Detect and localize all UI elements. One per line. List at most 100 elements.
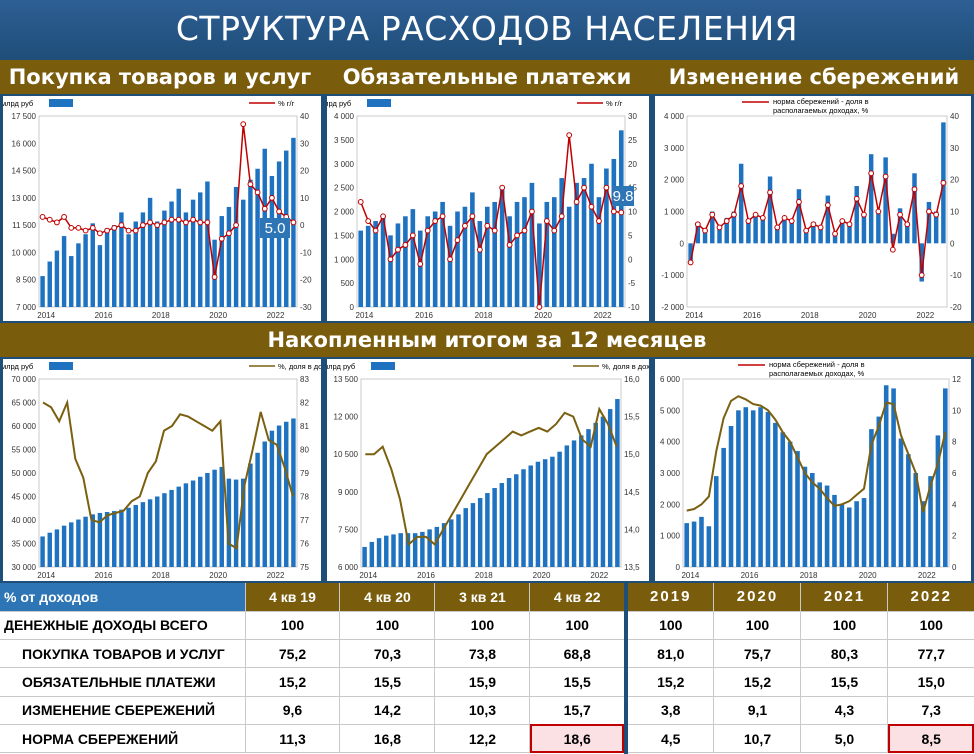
line-point [875,208,882,215]
bar [825,195,831,244]
bar [61,236,67,307]
line-point [82,227,89,234]
bar [738,163,744,244]
bar [713,476,719,567]
bar [248,463,253,567]
bar [789,221,794,244]
line-point [832,230,838,237]
bar [455,211,460,307]
bar [425,216,431,307]
bar [765,411,771,567]
table-cell: 9,6 [244,696,340,725]
line-point [402,242,409,248]
bar [133,221,138,307]
line-point [147,219,153,226]
line-point [261,205,268,212]
bar [499,187,505,307]
bar [83,234,88,307]
bar [388,235,393,307]
bar [684,523,689,567]
bar [434,526,440,567]
y2-tick-label: 4 [952,500,957,509]
x-tick-label: 2014 [359,571,377,580]
legend-label-bars: млрд руб [327,99,351,108]
line-point [111,224,118,231]
table-cell: 100 [434,611,530,641]
bar [499,483,505,567]
x-tick-label: 2022 [267,311,285,320]
bar [462,206,468,307]
x-tick-label: 2020 [209,311,227,320]
y2-tick-label: -20 [300,276,312,285]
y2-tick-label: 2 [952,532,957,541]
chart-savings-12m: норма сбережений - доля в располагаемых д… [655,359,971,581]
bar [883,385,889,567]
table-header-cell: 2021 [800,583,888,612]
bar [607,409,613,567]
table-cell: 15,2 [244,667,340,697]
y2-tick-label: 15,5 [624,413,640,422]
bar [529,182,535,307]
line-point [529,208,535,215]
chart-payments-12m: млрд руб %, доля в доходах 6 000 7 500 9 000… [327,359,649,581]
line-point [387,256,394,263]
y-tick-label: 70 000 [12,375,37,384]
table-header-cell: 4 кв 19 [244,583,340,612]
line-point [759,214,766,221]
y2-tick-label: 15,0 [624,450,640,459]
legend-label-bars: млрд руб [327,362,355,371]
table-header-cell: 2022 [887,583,974,612]
line-point [521,227,528,234]
page-title: СТРУКТУРА РАСХОДОВ НАСЕЛЕНИЯ [0,0,974,58]
bar [514,474,519,567]
y2-tick-label: 16,0 [624,375,640,384]
line-point [803,227,810,234]
table-header-cell: 2020 [713,583,801,612]
bar [847,224,852,244]
line-point [709,211,716,218]
line-point [723,218,730,224]
table-cell: 4,5 [628,724,714,754]
x-tick-label: 2014 [356,311,374,320]
y-tick-label: 13 500 [334,375,359,384]
line-point [911,186,918,193]
line-point [247,181,254,188]
table-cell: 11,3 [244,724,340,754]
y2-tick-label: -20 [950,303,962,312]
bar [369,541,375,567]
table-cell: 100 [529,611,624,641]
x-tick-label: 2022 [590,571,608,580]
bar [868,154,874,244]
line-point [853,195,860,202]
line-point [846,221,853,228]
bar [205,181,210,307]
y2-tick-label: 82 [300,399,309,408]
bar [535,461,541,567]
table-cell: 100 [628,611,714,641]
bar [83,516,88,567]
line-point [702,227,708,234]
line-point [882,173,889,180]
y-tick-label: 45 000 [12,493,37,502]
table-header-cell: 3 кв 21 [434,583,530,612]
bar [891,388,896,567]
legend-label-line: %, доля в доходах [602,362,649,371]
line-point [439,213,446,220]
row-label: НОРМА СБЕРЕЖЕНИЙ [0,724,245,754]
bar [255,452,260,567]
legend-label-bars: млрд руб [3,99,33,108]
bar [140,502,146,567]
line-point [904,221,911,228]
table-cell: 14,2 [339,696,435,725]
line-point [190,216,196,223]
table-annual: 2019 2020 2021 2022 100 100 100 100 81,0 75,7… [628,583,974,754]
bar [750,410,756,567]
x-tick-label: 2020 [534,311,552,320]
bar [391,534,396,567]
table-row: НОРМА СБЕРЕЖЕНИЙ 11,3 16,8 12,2 18,6 [0,724,624,754]
bar [537,223,542,307]
y-tick-label: 35 000 [12,540,37,549]
bar [90,514,95,567]
line-point [738,183,745,189]
table-cell: 7,3 [887,696,974,725]
